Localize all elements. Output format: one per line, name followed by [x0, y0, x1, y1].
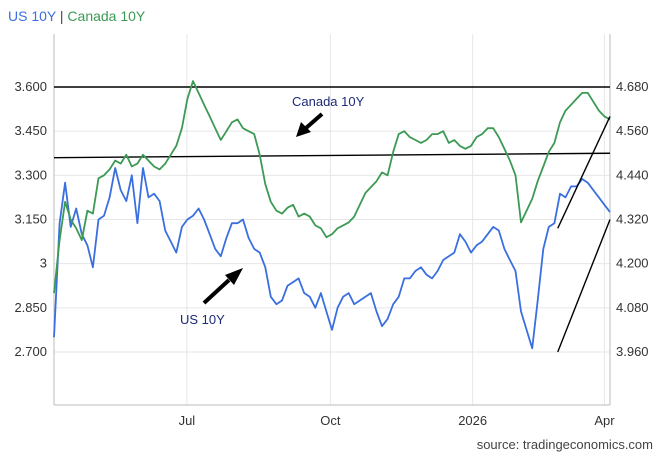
annotation-us-label: US 10Y: [180, 312, 225, 327]
annotation-canada-arrow: [304, 112, 324, 130]
source-credit: source: tradingeconomics.com: [476, 437, 653, 452]
left-tick-label: 3.300: [14, 167, 47, 182]
left-tick-label: 3.600: [14, 79, 47, 94]
right-tick-label: 4.080: [616, 300, 649, 315]
right-tick-label: 4.200: [616, 256, 649, 271]
right-tick-label: 4.680: [616, 79, 649, 94]
trend-line: [557, 219, 611, 353]
legend-canada-10y[interactable]: Canada 10Y: [67, 8, 146, 24]
x-tick-label: Oct: [320, 413, 341, 428]
annotation-us-arrowhead: [225, 268, 243, 285]
legend: US 10Y | Canada 10Y: [8, 8, 145, 24]
left-tick-label: 3.450: [14, 123, 47, 138]
left-tick-label: 2.700: [14, 344, 47, 359]
left-tick-label: 3.150: [14, 212, 47, 227]
left-tick-label: 3: [40, 256, 47, 271]
canada-10y-line: [53, 80, 611, 294]
left-tick-label: 2.850: [14, 300, 47, 315]
right-tick-label: 4.320: [616, 212, 649, 227]
right-tick-label: 4.560: [616, 123, 649, 138]
x-tick-label: Jul: [179, 413, 196, 428]
x-tick-label: 2026: [458, 413, 487, 428]
annotation-canada-arrowhead: [296, 122, 311, 137]
right-tick-label: 3.960: [616, 344, 649, 359]
legend-us-10y[interactable]: US 10Y: [8, 8, 56, 24]
annotation-canada-label: Canada 10Y: [292, 94, 365, 109]
annotation-us-arrow: [202, 278, 231, 305]
x-tick-label: Apr: [594, 413, 615, 428]
trend-line: [557, 116, 611, 229]
us-10y-line: [53, 167, 611, 350]
legend-separator: |: [59, 8, 64, 24]
horizontal-line: [53, 152, 611, 159]
right-tick-label: 4.440: [616, 167, 649, 182]
